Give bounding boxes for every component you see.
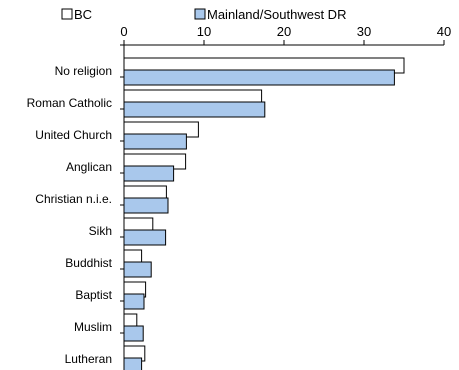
x-tick-label: 40 xyxy=(437,24,451,39)
category-label: Buddhist xyxy=(65,256,112,270)
x-tick-label: 0 xyxy=(120,24,127,39)
legend-label-mainland: Mainland/Southwest DR xyxy=(207,7,346,22)
category-label: Anglican xyxy=(66,160,112,174)
bar-mainland-united-church xyxy=(123,133,187,150)
category-label: Roman Catholic xyxy=(27,96,112,110)
bar-mainland-sikh xyxy=(123,229,167,246)
x-tick-label: 10 xyxy=(197,24,211,39)
bar-mainland-christian-n-i-e- xyxy=(123,197,169,214)
category-labels: No religion Roman Catholic United Church An… xyxy=(27,64,113,366)
bar-mainland-roman-catholic xyxy=(123,101,266,118)
x-tick-label: 30 xyxy=(357,24,371,39)
bar-mainland-muslim xyxy=(123,325,144,342)
category-label: Muslim xyxy=(74,320,112,334)
bar-mainland-lutheran xyxy=(123,357,143,370)
category-label: Christian n.i.e. xyxy=(35,192,112,206)
bar-mainland-anglican xyxy=(123,165,175,182)
category-label: No religion xyxy=(55,64,112,78)
bar-mainland-buddhist xyxy=(123,261,152,278)
category-label: Lutheran xyxy=(65,352,112,366)
bar-mainland-no-religion xyxy=(123,69,395,86)
bars xyxy=(123,57,405,370)
legend-swatch-mainland xyxy=(194,8,206,20)
category-label: United Church xyxy=(35,128,112,142)
bar-mainland-baptist xyxy=(123,293,145,310)
category-label: Baptist xyxy=(75,288,112,302)
legend: BC Mainland/Southwest DR xyxy=(61,7,346,22)
category-label: Sikh xyxy=(89,224,112,238)
x-tick-label: 20 xyxy=(277,24,291,39)
legend-label-bc: BC xyxy=(74,7,92,22)
legend-swatch-bc xyxy=(61,8,73,20)
